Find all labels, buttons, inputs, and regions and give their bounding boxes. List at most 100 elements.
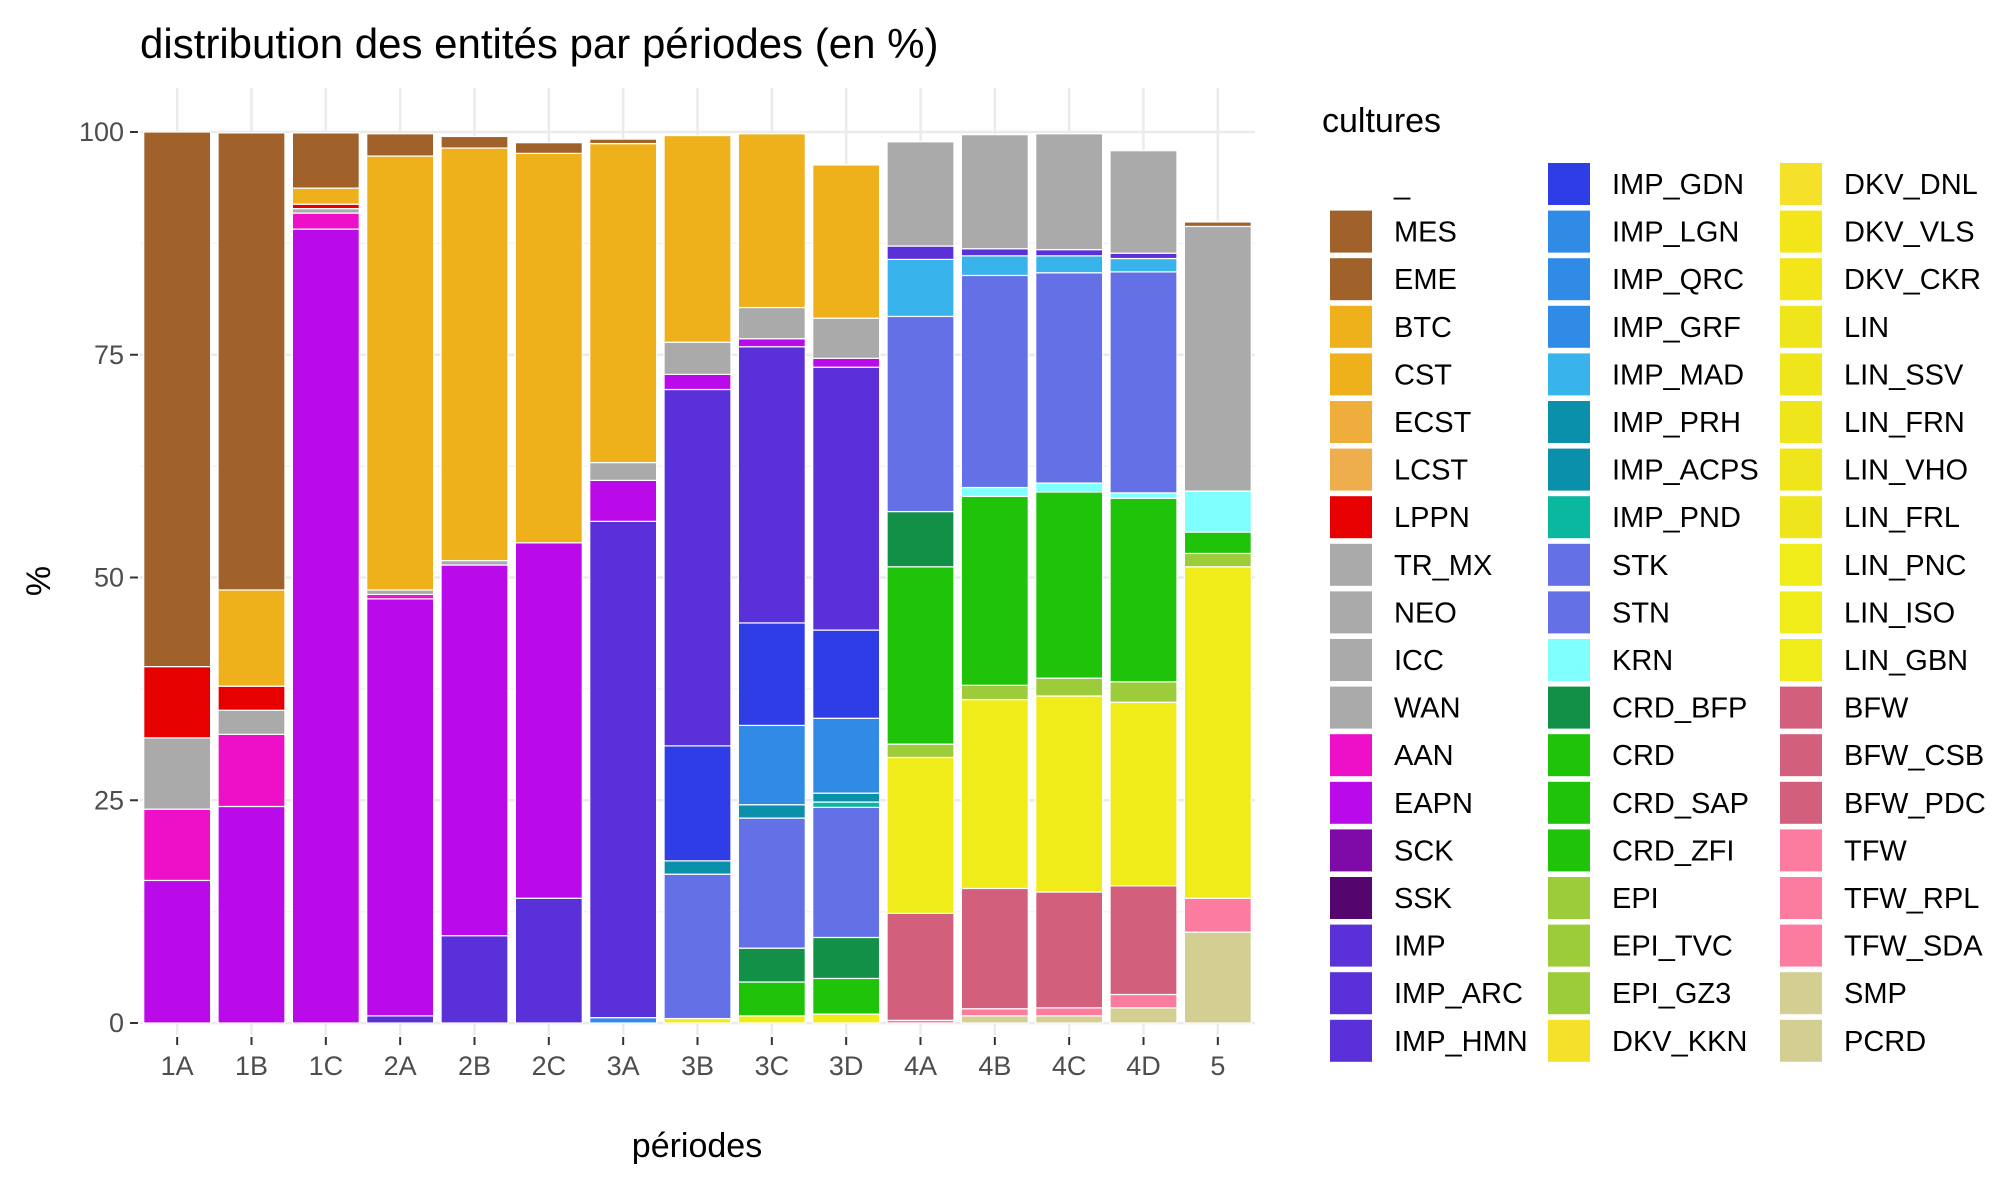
legend-label: LCST	[1394, 455, 1468, 487]
legend-key	[1548, 781, 1590, 824]
bar-segment-1A-wan	[143, 737, 212, 810]
bar-segment-4B-lin-iso	[960, 698, 1029, 890]
legend-label: LIN_GBN	[1844, 645, 1968, 677]
bar-segment-4D-bfw-pdc	[1109, 885, 1178, 996]
legend-label: TFW_SDA	[1844, 931, 1983, 963]
legend-label: IMP	[1394, 931, 1446, 963]
legend-key	[1330, 924, 1372, 967]
bar-segment-2B-imp-arc	[440, 935, 509, 1024]
bar-segment-4C-bfw-pdc	[1035, 891, 1104, 1009]
legend-key	[1780, 877, 1822, 919]
bar-segment-2C-eapn	[514, 542, 583, 899]
bar-segment-4D-imp-arc	[1109, 252, 1178, 260]
bar-segment-2A-cst	[366, 155, 435, 591]
legend-label: LIN_PNC	[1844, 550, 1967, 582]
bar-segment-4C-epi-gz3	[1035, 677, 1104, 697]
legend-label: DKV_CKR	[1844, 264, 1981, 296]
legend-key	[1780, 1019, 1822, 1062]
bar-segment-3D-cst	[812, 164, 881, 319]
legend-label: LIN_ISO	[1844, 597, 1955, 629]
legend-label: BTC	[1394, 312, 1452, 344]
legend-key	[1548, 734, 1590, 777]
bar-segment-5-pcrd	[1183, 931, 1252, 1024]
legend-label: IMP_ARC	[1394, 978, 1523, 1010]
legend-key	[1780, 305, 1822, 348]
legend-key	[1780, 543, 1822, 586]
y-axis: 0 25 50 75 100	[79, 117, 138, 1038]
bar-segment-4C-imp-arc	[1035, 249, 1104, 257]
legend-key	[1780, 639, 1822, 681]
bar-segment-3C-imp-gdn	[737, 622, 806, 727]
x-axis-title: périodes	[632, 1127, 762, 1165]
bar-segment-3B-lin-iso	[663, 1017, 732, 1024]
x-tick-label: 3C	[755, 1051, 790, 1081]
legend-label: IMP_QRC	[1612, 264, 1744, 296]
legend-key	[1330, 829, 1372, 872]
bar-segment-5-krn	[1183, 490, 1252, 533]
legend-label: SSK	[1394, 883, 1453, 915]
bar-segment-4D-stn	[1109, 271, 1178, 494]
legend-label: CRD_ZFI	[1612, 835, 1734, 867]
bar-segment-1C-eapn	[291, 228, 360, 1024]
legend-label: IMP_HMN	[1394, 1026, 1528, 1058]
legend-key	[1780, 686, 1822, 729]
legend-key	[1548, 686, 1590, 729]
bar-segment-5-mes	[1183, 221, 1252, 228]
legend-label: IMP_PND	[1612, 502, 1741, 534]
legend-label: NEO	[1394, 597, 1457, 629]
legend-key	[1780, 734, 1822, 777]
bar-segment-4A-epi-gz3	[886, 743, 955, 759]
legend-key	[1548, 210, 1590, 253]
bar-segment-4A-bfw-pdc	[886, 912, 955, 1021]
bar-segment-3C-wan	[737, 306, 806, 340]
bar-segment-3B-imp-acps	[663, 860, 732, 875]
bar-segment-3A-mes	[589, 138, 658, 145]
legend-label: EPI	[1612, 883, 1659, 915]
legend-label: LIN	[1844, 312, 1889, 344]
bar-segment-3C-imp-acps	[737, 804, 806, 819]
bar-segment-3A-imp-grf	[589, 1017, 658, 1024]
legend-label: BFW_PDC	[1844, 788, 1986, 820]
legend-label: BFW	[1844, 693, 1909, 725]
bar-segment-4C-wan	[1035, 133, 1104, 251]
legend-label: CST	[1394, 359, 1452, 391]
bar-segment-4D-lin-iso	[1109, 701, 1178, 887]
bar-segment-3A-eapn	[589, 479, 658, 522]
bar-segment-5-lin-iso	[1183, 566, 1252, 899]
x-tick-label: 4D	[1126, 1051, 1161, 1081]
legend-label: LIN_VHO	[1844, 455, 1968, 487]
bar-segment-4A-stn	[886, 315, 955, 513]
legend-key	[1330, 258, 1372, 301]
legend-label: EME	[1394, 264, 1457, 296]
bar-segment-5-epi-gz3	[1183, 552, 1252, 568]
legend-label: IMP_GDN	[1612, 169, 1744, 201]
bar-segment-3D-wan	[812, 317, 881, 359]
legend-key	[1330, 1019, 1372, 1062]
bar-segment-3C-stn	[737, 817, 806, 949]
bar-segment-3A-wan	[589, 461, 658, 481]
x-tick-label: 4C	[1052, 1051, 1087, 1081]
legend-label: TR_MX	[1394, 550, 1492, 582]
bar-segment-1B-wan	[217, 709, 286, 735]
bar-segment-3C-cst	[737, 133, 806, 309]
legend-label: _	[1393, 169, 1411, 201]
bar-segment-3D-imp-arc	[812, 366, 881, 631]
x-tick-label: 1B	[235, 1051, 268, 1081]
legend-label: TFW	[1844, 835, 1907, 867]
legend-label: AAN	[1394, 740, 1454, 772]
legend-label: BFW_CSB	[1844, 740, 1984, 772]
legend-label: MES	[1394, 217, 1457, 249]
bar-segment-4D-krn	[1109, 492, 1178, 499]
legend-label: LIN_FRL	[1844, 502, 1960, 534]
bar-segment-4D-wan	[1109, 150, 1178, 254]
bar-segment-1A-lppn	[143, 665, 212, 739]
bar-segment-4A-imp-mad	[886, 258, 955, 318]
legend-key	[1780, 781, 1822, 824]
bar-segment-5-wan	[1183, 225, 1252, 492]
bar-segment-3D-stn	[812, 806, 881, 939]
legend-key	[1330, 401, 1372, 443]
bar-segment-2A-wan	[366, 589, 435, 596]
legend-key	[1330, 496, 1372, 539]
legend-label: SMP	[1844, 978, 1907, 1010]
bar-segment-4B-pcrd	[960, 1015, 1029, 1024]
